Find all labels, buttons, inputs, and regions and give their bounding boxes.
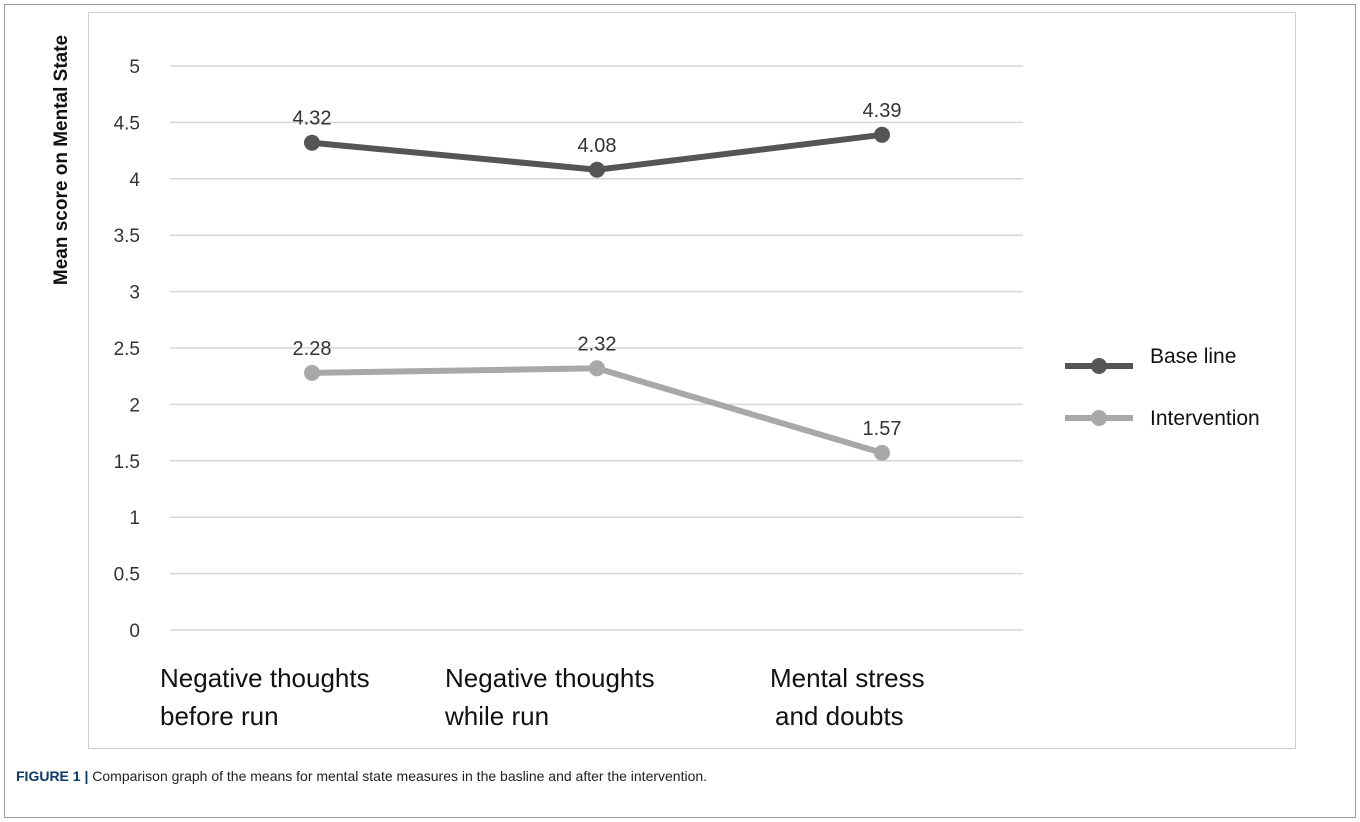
data-point <box>304 134 320 151</box>
x-category-label: Negative thoughts while run <box>444 663 655 731</box>
legend-swatch-marker <box>1091 358 1107 374</box>
x-tick-label-line: before run <box>160 701 279 731</box>
chart-area <box>88 12 1296 749</box>
data-label: 4.08 <box>578 135 617 157</box>
x-tick-label-line: and doubts <box>775 701 904 731</box>
legend-label: Intervention <box>1150 407 1260 430</box>
y-tick-label: 2 <box>129 395 140 416</box>
data-point <box>304 364 320 381</box>
figure-frame <box>4 4 1356 818</box>
data-labels: 4.32 4.08 4.39 2.28 2.32 1.57 <box>293 100 902 440</box>
data-label: 2.32 <box>578 333 617 355</box>
x-category-label: Negative thoughts before run <box>160 663 370 731</box>
caption-label: FIGURE 1 | <box>16 768 89 784</box>
x-tick-label-line: Negative thoughts <box>445 663 655 693</box>
legend: Base line Intervention <box>1065 345 1260 430</box>
y-tick-label: 0.5 <box>114 565 140 586</box>
y-tick-label: 2.5 <box>114 339 140 360</box>
data-point <box>589 360 605 377</box>
data-label: 2.28 <box>293 338 332 360</box>
data-point <box>874 444 890 461</box>
data-label: 1.57 <box>863 418 902 440</box>
legend-item: Intervention <box>1065 407 1260 430</box>
y-tick-label: 3 <box>129 283 140 304</box>
x-tick-label: Negative thoughts while run <box>444 663 655 731</box>
data-label: 4.32 <box>293 108 332 130</box>
y-tick-label: 0 <box>129 621 140 642</box>
x-tick-label: Mental stress and doubts <box>770 663 925 731</box>
caption-text: Comparison graph of the means for mental… <box>88 768 708 784</box>
x-category-label: Mental stress and doubts <box>770 663 925 731</box>
y-axis-ticks: 0 0.5 1 1.5 2 2.5 3 3.5 4 4.5 5 <box>114 57 141 642</box>
gridlines <box>170 65 1023 631</box>
y-tick-label: 1.5 <box>114 452 140 473</box>
legend-item: Base line <box>1065 345 1236 374</box>
figure-caption: FIGURE 1 | Comparison graph of the means… <box>16 768 1336 784</box>
data-label: 4.39 <box>863 100 902 122</box>
y-tick-label: 3.5 <box>114 226 140 247</box>
data-point <box>589 161 605 178</box>
y-tick-label: 1 <box>129 508 140 529</box>
x-tick-label: Negative thoughts before run <box>160 663 370 731</box>
y-axis-title: Mean score on Mental State <box>51 35 72 285</box>
y-tick-label: 4.5 <box>114 113 140 134</box>
series-line-intervention <box>311 365 883 456</box>
series <box>304 126 890 461</box>
x-tick-label-line: Negative thoughts <box>160 663 370 693</box>
legend-label: Base line <box>1150 345 1236 368</box>
x-tick-label-line: while run <box>444 701 549 731</box>
legend-swatch-marker <box>1091 410 1107 426</box>
y-tick-label: 5 <box>129 57 140 78</box>
data-point <box>874 126 890 143</box>
y-tick-label: 4 <box>129 170 140 191</box>
x-tick-label-line: Mental stress <box>770 663 925 693</box>
